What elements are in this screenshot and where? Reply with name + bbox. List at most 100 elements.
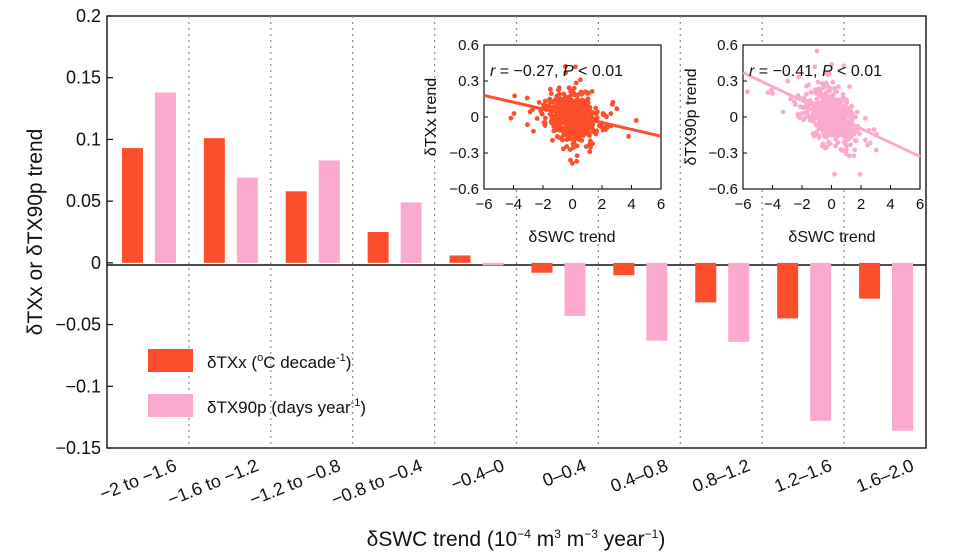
scatter-point — [804, 83, 809, 89]
scatter-point — [626, 133, 631, 139]
bar-tx90p — [236, 177, 258, 263]
scatter-point — [835, 121, 841, 127]
scatter-point — [593, 105, 599, 111]
scatter-point — [564, 137, 570, 143]
scatter-point — [566, 108, 572, 114]
scatter-point — [824, 90, 829, 95]
inset-x-tick-label: −6 — [475, 196, 492, 213]
y-axis-title: δTXx or δTX90p trend — [24, 129, 47, 336]
scatter-point — [833, 109, 839, 115]
bar-txx — [859, 262, 881, 299]
y-tick-label: 0.05 — [66, 191, 101, 211]
scatter-point — [826, 71, 832, 76]
scatter-point — [561, 96, 567, 102]
inset-x-tick-label: −2 — [793, 196, 810, 213]
scatter-point — [833, 143, 838, 149]
scatter-point — [574, 153, 580, 159]
scatter-point — [547, 111, 553, 117]
scatter-point — [835, 139, 841, 145]
scatter-point — [820, 101, 826, 107]
x-tick-label: 1.6–2.0 — [853, 455, 916, 496]
scatter-point — [575, 92, 581, 98]
y-tick-label: 0 — [91, 253, 101, 273]
y-tick-label: 0.2 — [76, 6, 101, 26]
scatter-point — [820, 141, 826, 147]
scatter-point — [594, 110, 600, 116]
scatter-point — [589, 88, 595, 94]
inset-y-tick-label: 0 — [730, 109, 738, 126]
scatter-point — [559, 136, 564, 142]
bar-tx90p — [646, 262, 668, 341]
scatter-point — [804, 91, 809, 97]
scatter-point — [567, 132, 573, 138]
scatter-point — [585, 108, 591, 114]
scatter-point — [561, 146, 566, 152]
scatter-point — [839, 97, 845, 103]
y-tick-label: 0.1 — [76, 129, 101, 149]
scatter-point — [583, 144, 589, 149]
inset-x-tick-label: 4 — [627, 196, 635, 213]
scatter-point — [838, 121, 844, 127]
y-tick-label: 0.15 — [66, 68, 101, 88]
scatter-point — [577, 130, 583, 136]
scatter-point — [590, 127, 596, 133]
inset-x-tick-label: 6 — [657, 196, 665, 213]
inset-x-tick-label: −4 — [764, 196, 781, 213]
scatter-point — [828, 127, 834, 133]
x-tick-label: 0–0.4 — [540, 455, 589, 490]
bar-txx — [367, 232, 389, 263]
scatter-point — [574, 158, 580, 164]
scatter-point — [828, 101, 834, 107]
scatter-point — [842, 103, 848, 109]
x-tick-label: 1.2–1.6 — [771, 455, 834, 496]
scatter-point — [542, 115, 548, 121]
scatter-point — [555, 123, 560, 129]
scatter-point — [847, 84, 853, 89]
inset-y-tick-label: 0.3 — [717, 73, 738, 90]
scatter-point — [573, 64, 578, 70]
scatter-point — [843, 151, 849, 157]
scatter-point — [568, 103, 574, 109]
scatter-point — [830, 105, 836, 110]
scatter-point — [524, 122, 530, 128]
inset-txx-fit-line — [483, 93, 662, 138]
scatter-point — [542, 120, 548, 126]
scatter-point — [837, 130, 843, 136]
scatter-point — [814, 48, 820, 54]
scatter-point — [524, 95, 530, 101]
bar-tx90p — [318, 160, 340, 263]
legend: δTXx (oC decade-1) δTX90p (days year-1) — [148, 349, 366, 417]
scatter-point — [823, 80, 829, 86]
scatter-point — [819, 111, 825, 117]
scatter-point — [548, 99, 554, 105]
bar-txx — [203, 138, 225, 263]
x-tick-label: 0.8–1.2 — [690, 455, 753, 496]
bar-txx — [695, 262, 717, 303]
y-tick-label: −0.05 — [55, 315, 101, 335]
scatter-point — [570, 119, 575, 125]
y-tick-label: −0.1 — [65, 376, 101, 396]
scatter-point — [844, 147, 849, 153]
legend-label-txx: δTXx (oC decade-1) — [207, 352, 351, 372]
scatter-point — [863, 115, 868, 121]
scatter-point — [814, 96, 820, 102]
x-tick-label: 0.4–0.8 — [608, 455, 671, 496]
inset-y-tick-label: 0 — [471, 109, 479, 126]
scatter-point — [578, 109, 584, 115]
scatter-point — [788, 96, 793, 102]
scatter-point — [820, 94, 826, 100]
scatter-point — [571, 85, 577, 91]
scatter-point — [608, 111, 614, 117]
scatter-point — [857, 171, 863, 177]
scatter-point — [800, 105, 806, 111]
scatter-point — [564, 121, 569, 127]
scatter-point — [808, 89, 814, 95]
bar-tx90p — [564, 262, 586, 316]
scatter-point — [815, 112, 821, 117]
scatter-point — [836, 84, 841, 90]
inset-y-tick-label: 0.6 — [458, 37, 479, 54]
scatter-point — [633, 118, 639, 123]
scatter-point — [871, 127, 877, 132]
bar-tx90p — [154, 92, 176, 263]
